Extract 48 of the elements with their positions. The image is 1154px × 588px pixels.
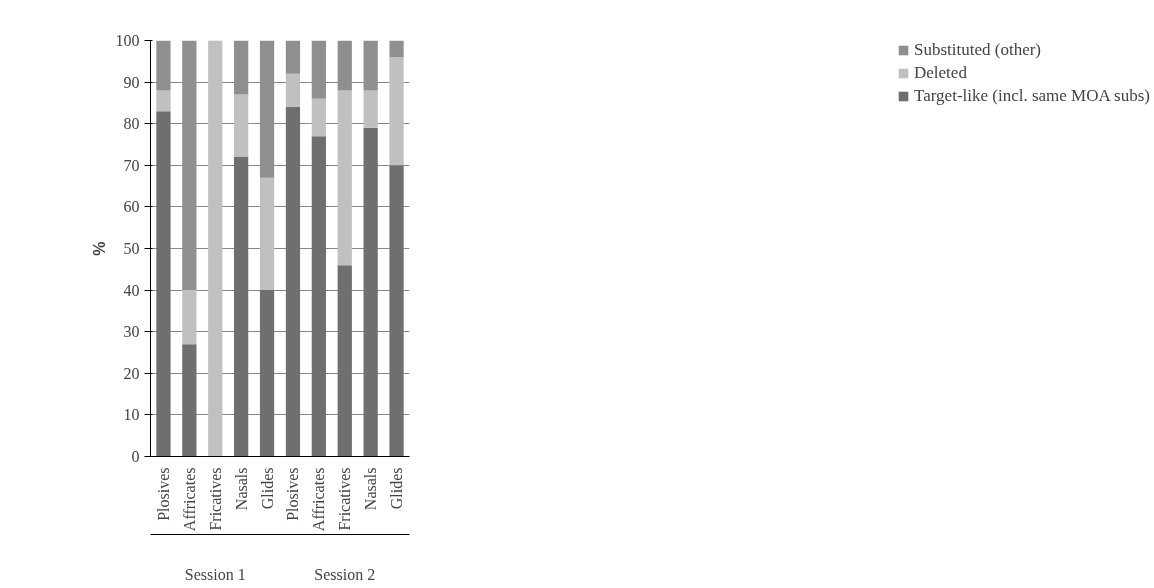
- legend-label: Deleted: [914, 63, 967, 83]
- bar: [363, 90, 378, 128]
- text: Session 2: [314, 565, 376, 583]
- bar: [285, 107, 301, 457]
- bar: [389, 40, 404, 58]
- y-tick-label: 30: [123, 323, 140, 341]
- legend-label: Substituted (other): [914, 40, 1042, 60]
- bar: [285, 40, 301, 74]
- bar: [389, 165, 404, 457]
- x-tick-label: Fricatives: [206, 467, 224, 531]
- bar: [208, 40, 223, 457]
- y-tick-label: 50: [123, 240, 140, 257]
- bar: [285, 73, 301, 108]
- bar: [156, 111, 171, 457]
- x-tick-label: Nasals: [232, 467, 250, 511]
- bar: [337, 265, 352, 457]
- y-tick-label: 10: [123, 406, 140, 424]
- y-axis-title: %: [90, 241, 108, 256]
- legend-label: Target-like (incl. same MOA subs): [914, 86, 1150, 106]
- bar: [311, 98, 326, 137]
- bar: [363, 127, 378, 457]
- y-tick-label: 70: [123, 156, 140, 174]
- x-tick-label: Fricatives: [336, 467, 354, 531]
- x-tick-label: Affricates: [310, 467, 328, 532]
- bar: [259, 290, 275, 457]
- y-tick-label: 40: [123, 281, 140, 299]
- x-tick-label: Plosives: [284, 467, 302, 521]
- x-tick-label: Nasals: [362, 467, 380, 511]
- bar: [156, 90, 171, 112]
- bar: [182, 290, 197, 345]
- y-tick-label: 80: [123, 115, 140, 133]
- bar: [234, 94, 249, 157]
- y-tick-label: 20: [123, 364, 140, 382]
- bar: [259, 177, 275, 291]
- y-tick-label: 0: [131, 448, 140, 465]
- x-tick-label: Plosives: [154, 467, 172, 521]
- text: Session 1: [184, 565, 246, 583]
- bar: [389, 57, 404, 166]
- y-tick-label: 100: [115, 32, 140, 49]
- x-tick-label: Affricates: [180, 467, 198, 532]
- x-tick-label: Glides: [258, 467, 276, 510]
- x-tick-label: Glides: [388, 467, 406, 510]
- bar: [311, 136, 326, 457]
- bar: [337, 90, 352, 266]
- y-tick-label: 90: [123, 73, 140, 91]
- bar: [182, 344, 197, 457]
- bar: [234, 156, 249, 457]
- y-tick-label: 60: [123, 198, 140, 216]
